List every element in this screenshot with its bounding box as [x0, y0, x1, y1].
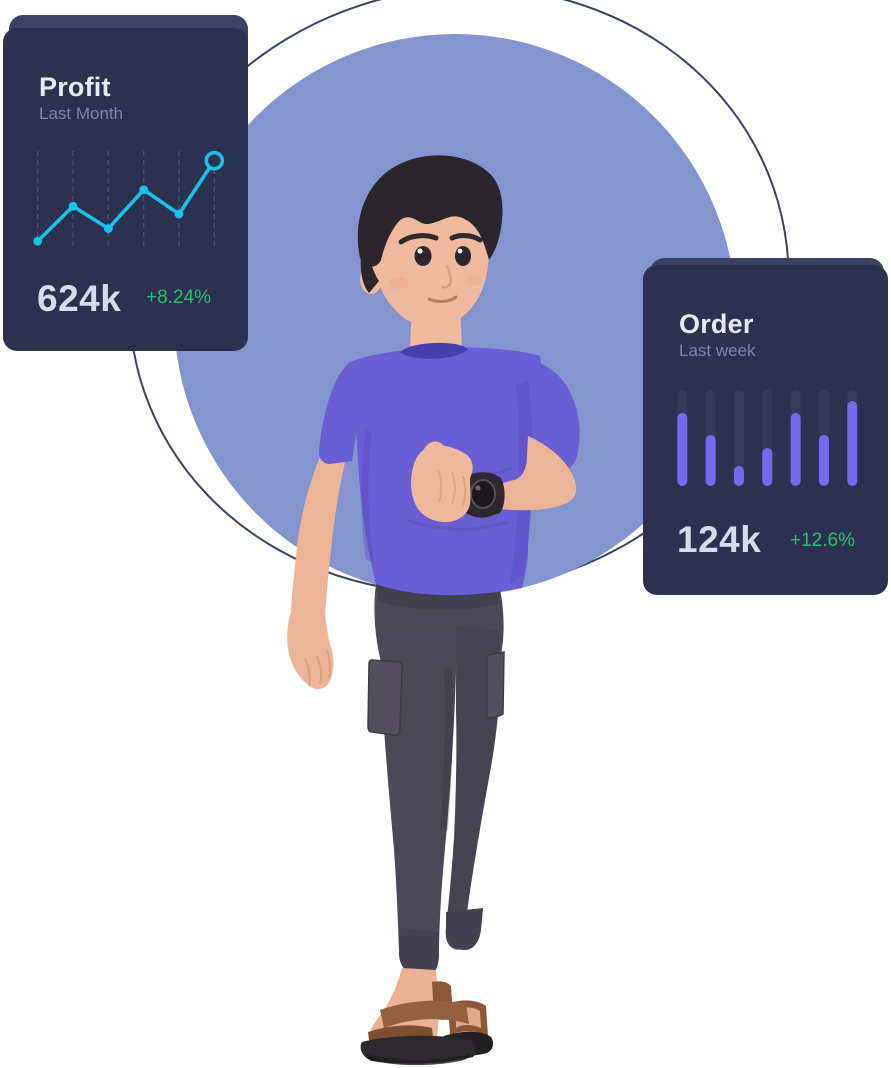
- character-sandal-front: [360, 968, 476, 1066]
- order-delta: +12.6%: [790, 530, 855, 551]
- character-left-arm: [287, 452, 345, 689]
- profit-line-chart: [33, 150, 225, 247]
- profit-card-subtitle: Last Month: [39, 104, 124, 123]
- eye-left: [414, 246, 432, 266]
- hair: [357, 155, 503, 267]
- order-bar-chart: [677, 390, 858, 486]
- order-card: Order Last week 124k +12.6%: [643, 265, 888, 595]
- profit-card: Profit Last Month 624k +8.24%: [3, 28, 248, 351]
- profit-delta: +8.24%: [146, 287, 211, 308]
- nose: [441, 264, 453, 289]
- profit-value: 624k: [37, 278, 122, 319]
- character-pants: [367, 584, 505, 978]
- thumbs-up-thumb: [422, 441, 447, 476]
- shirt-collar: [400, 342, 468, 359]
- cargo-pocket-right: [486, 651, 505, 719]
- character-thumbs-up-arm: [411, 436, 577, 523]
- eyebrow-right: [449, 233, 483, 243]
- order-card-subtitle: Last week: [679, 341, 756, 360]
- eye-right: [455, 246, 471, 266]
- character-head: [357, 155, 503, 325]
- eyebrow-left: [398, 233, 439, 245]
- order-card-title: Order: [679, 309, 754, 339]
- face: [373, 195, 489, 325]
- mouth: [427, 295, 458, 303]
- profit-card-title: Profit: [39, 72, 111, 102]
- order-value: 124k: [677, 519, 762, 560]
- cargo-pocket-left: [367, 659, 403, 736]
